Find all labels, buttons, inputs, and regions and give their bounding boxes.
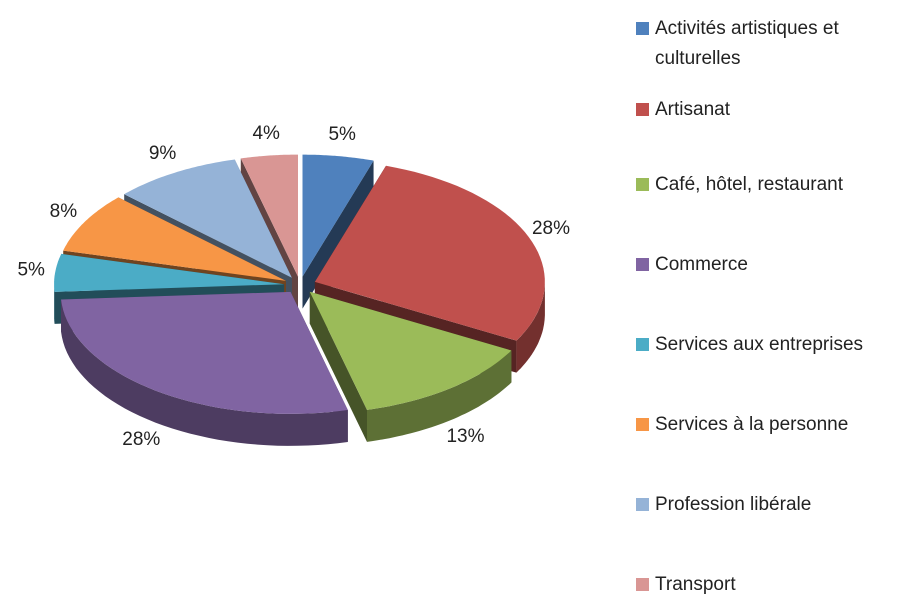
legend-label: Services à la personne [655, 414, 849, 435]
slice-top [63, 197, 286, 281]
slice-wall [309, 291, 368, 442]
data-label: 13% [446, 426, 484, 447]
slice-top [309, 291, 512, 410]
slice-top [240, 154, 298, 277]
slice [61, 291, 348, 446]
slice-top [54, 253, 285, 292]
legend-swatch [636, 338, 649, 351]
data-label: 5% [328, 124, 356, 145]
legend-swatch [636, 22, 649, 35]
legend-swatch [636, 578, 649, 591]
legend-item: Services à la personne [636, 410, 848, 440]
legend-label: Profession libérale [655, 494, 812, 515]
legend-label: Artisanat [655, 99, 730, 120]
legend-item: Activités artistiques et culturelles [636, 14, 895, 74]
slice-top [124, 159, 292, 278]
data-label: 8% [50, 201, 78, 222]
data-label: 5% [17, 260, 45, 281]
slice [309, 291, 512, 442]
legend-item: Artisanat [636, 95, 730, 125]
data-label: 4% [252, 123, 280, 144]
slice-side [61, 299, 348, 446]
legend-swatch [636, 178, 649, 191]
legend-item: Profession libérale [636, 490, 811, 520]
legend-item: Café, hôtel, restaurant [636, 170, 843, 200]
slice-side [516, 281, 545, 373]
legend-label: Commerce [655, 254, 748, 275]
legend-item: Transport [636, 570, 736, 595]
legend-label: Activités artistiques et culturelles [655, 18, 839, 69]
slice-top [314, 165, 545, 341]
slice [302, 154, 374, 309]
data-label: 28% [532, 218, 570, 239]
slice-top [302, 154, 374, 277]
data-label: 28% [122, 429, 160, 450]
legend-label: Transport [655, 574, 736, 595]
legend-swatch [636, 418, 649, 431]
slice-side [367, 350, 512, 442]
slice-wall [302, 160, 374, 309]
slice-top [61, 291, 348, 414]
legend-item: Commerce [636, 250, 748, 280]
legend-label: Services aux entreprises [655, 334, 864, 355]
data-label: 9% [149, 143, 177, 164]
legend-swatch [636, 498, 649, 511]
legend-label: Café, hôtel, restaurant [655, 174, 843, 195]
legend-swatch [636, 258, 649, 271]
legend-item: Services aux entreprises [636, 330, 863, 360]
legend-swatch [636, 103, 649, 116]
